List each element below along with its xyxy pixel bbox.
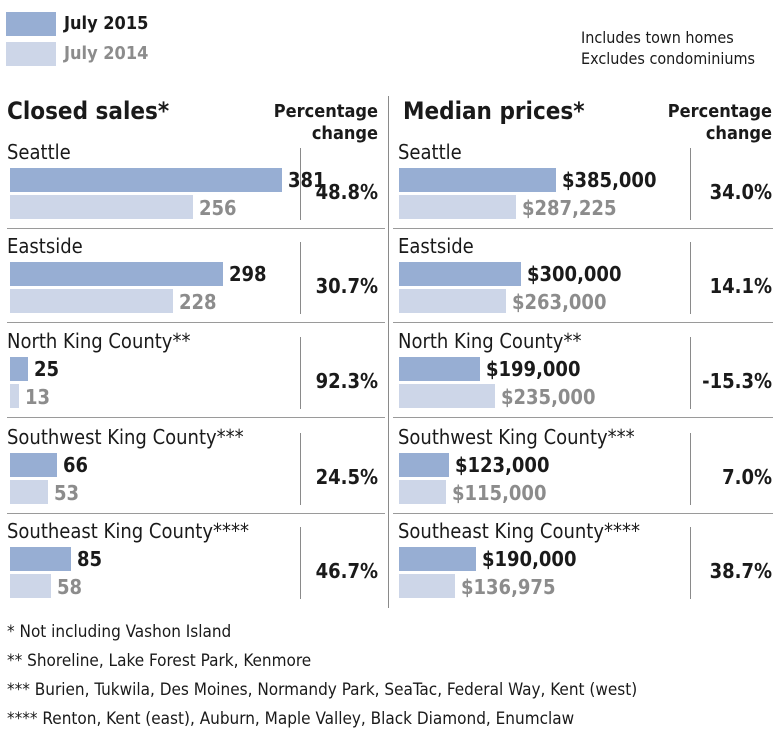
prices-bar-2014 (399, 574, 455, 598)
prices-row-divider (690, 337, 691, 409)
legend-label-2014: July 2014 (64, 43, 149, 64)
prices-region-label: Seattle (398, 140, 462, 164)
sales-bar-2014 (10, 480, 48, 504)
sales-value-2014: 256 (199, 196, 237, 220)
sales-row-separator (7, 228, 385, 229)
prices-value-2015: $123,000 (455, 453, 550, 477)
legend-swatch-2015 (6, 12, 56, 36)
sales-value-2014: 228 (179, 290, 217, 314)
footnote-3: *** Burien, Tukwila, Des Moines, Normand… (7, 680, 638, 700)
closed-sales-change-header: Percentage change (273, 101, 378, 144)
sales-row-divider (300, 148, 301, 220)
prices-bar-2014 (399, 384, 495, 408)
prices-value-2014: $263,000 (512, 290, 607, 314)
sales-value-2015: 85 (77, 547, 103, 571)
prices-value-2015: $190,000 (482, 547, 577, 571)
prices-value-2014: $136,975 (461, 575, 556, 599)
prices-bar-2014 (399, 480, 446, 504)
sales-percent-change: 48.8% (315, 180, 378, 204)
sales-row-divider (300, 433, 301, 505)
prices-bar-2015 (399, 547, 476, 571)
prices-bar-2015 (399, 262, 521, 286)
sales-value-2014: 53 (54, 481, 80, 505)
sales-bar-2015 (10, 262, 223, 286)
prices-row-separator (393, 322, 773, 323)
prices-row-separator (393, 417, 773, 418)
sales-row-divider (300, 242, 301, 314)
footnote-1: * Not including Vashon Island (7, 622, 232, 642)
closed-sales-title: Closed sales* (7, 97, 170, 125)
prices-percent-change: 34.0% (709, 180, 772, 204)
sales-bar-2015 (10, 357, 28, 381)
sales-value-2015: 66 (63, 453, 89, 477)
note-condominiums: Excludes condominiums (581, 49, 756, 68)
prices-row-separator (393, 228, 773, 229)
sales-bar-2015 (10, 547, 71, 571)
prices-value-2014: $287,225 (522, 196, 617, 220)
sales-row-separator (7, 322, 385, 323)
prices-value-2015: $199,000 (486, 357, 581, 381)
sales-region-label: Southwest King County*** (7, 425, 244, 449)
footnote-4: **** Renton, Kent (east), Auburn, Maple … (7, 709, 575, 729)
sales-row-divider (300, 527, 301, 599)
median-prices-title: Median prices* (403, 97, 585, 125)
sales-row-divider (300, 337, 301, 409)
legend-label-2015: July 2015 (64, 13, 149, 34)
sales-row-separator (7, 513, 385, 514)
sales-percent-change: 24.5% (315, 465, 378, 489)
median-prices-change-header: Percentage change (667, 101, 772, 144)
prices-percent-change: 14.1% (709, 274, 772, 298)
prices-percent-change: -15.3% (702, 369, 772, 393)
sales-value-2015: 25 (34, 357, 60, 381)
prices-value-2015: $300,000 (527, 262, 622, 286)
prices-row-divider (690, 433, 691, 505)
footnote-2: ** Shoreline, Lake Forest Park, Kenmore (7, 651, 312, 671)
sales-percent-change: 46.7% (315, 559, 378, 583)
prices-bar-2014 (399, 289, 506, 313)
prices-row-divider (690, 242, 691, 314)
prices-percent-change: 38.7% (709, 559, 772, 583)
sales-region-label: North King County** (7, 329, 191, 353)
sales-bar-2014 (10, 574, 51, 598)
prices-percent-change: 7.0% (722, 465, 772, 489)
prices-value-2014: $115,000 (452, 481, 547, 505)
sales-bar-2015 (10, 168, 282, 192)
sales-region-label: Seattle (7, 140, 71, 164)
legend-swatch-2014 (6, 42, 56, 66)
prices-bar-2015 (399, 168, 556, 192)
sales-bar-2014 (10, 384, 19, 408)
sales-bar-2014 (10, 289, 173, 313)
prices-value-2014: $235,000 (501, 385, 596, 409)
prices-row-divider (690, 148, 691, 220)
prices-bar-2015 (399, 453, 449, 477)
sales-region-label: Southeast King County**** (7, 519, 249, 543)
prices-region-label: North King County** (398, 329, 582, 353)
prices-region-label: Eastside (398, 234, 474, 258)
sales-region-label: Eastside (7, 234, 83, 258)
sales-value-2015: 381 (288, 168, 326, 192)
sales-bar-2014 (10, 195, 193, 219)
sales-row-separator (7, 417, 385, 418)
note-townhomes: Includes town homes (581, 28, 734, 47)
prices-value-2015: $385,000 (562, 168, 657, 192)
prices-bar-2015 (399, 357, 480, 381)
prices-row-divider (690, 527, 691, 599)
sales-value-2014: 58 (57, 575, 83, 599)
sales-percent-change: 92.3% (315, 369, 378, 393)
column-divider (388, 96, 389, 608)
sales-value-2014: 13 (25, 385, 51, 409)
prices-row-separator (393, 513, 773, 514)
sales-percent-change: 30.7% (315, 274, 378, 298)
sales-bar-2015 (10, 453, 57, 477)
sales-value-2015: 298 (229, 262, 267, 286)
prices-bar-2014 (399, 195, 516, 219)
prices-region-label: Southeast King County**** (398, 519, 640, 543)
prices-region-label: Southwest King County*** (398, 425, 635, 449)
